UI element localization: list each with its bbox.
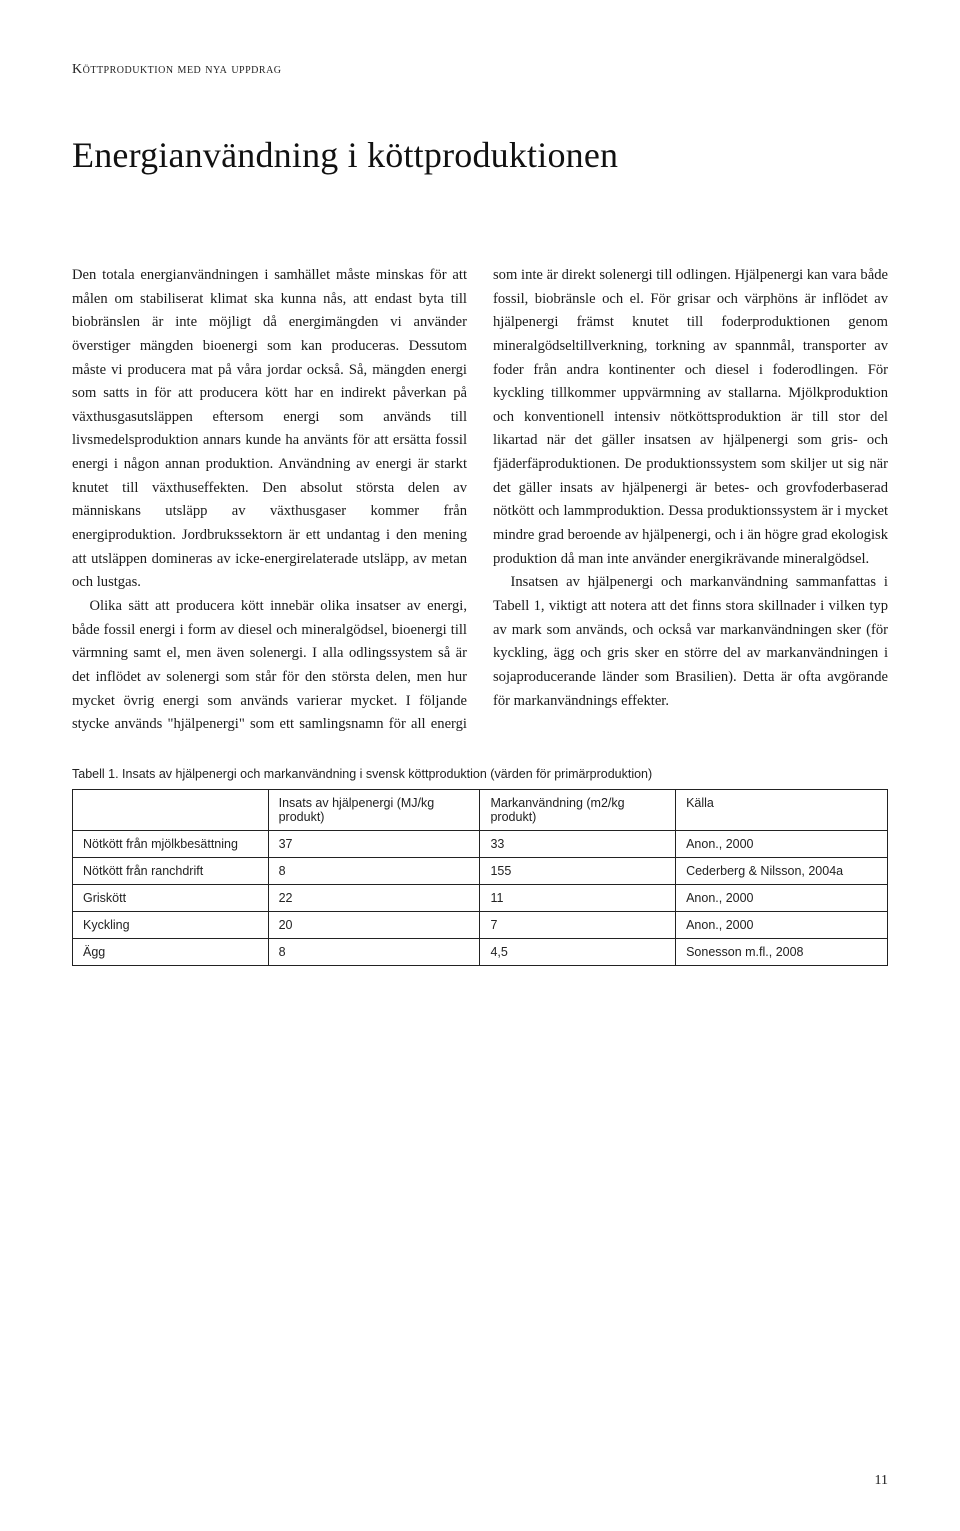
table-cell: Anon., 2000 (676, 911, 888, 938)
table-cell: Cederberg & Nilsson, 2004a (676, 857, 888, 884)
running-header: Köttproduktion med nya uppdrag (72, 62, 888, 78)
table-row: Nötkött från ranchdrift 8 155 Cederberg … (73, 857, 888, 884)
table-cell: 33 (480, 830, 676, 857)
table-cell: 8 (268, 857, 480, 884)
table-caption: Tabell 1. Insats av hjälpenergi och mark… (72, 767, 888, 781)
table-row: Ägg 8 4,5 Sonesson m.fl., 2008 (73, 938, 888, 965)
data-table: Insats av hjälpenergi (MJ/kg produkt) Ma… (72, 789, 888, 966)
body-columns: Den totala energianvändningen i samhälle… (72, 264, 888, 737)
table-cell: Nötkött från ranchdrift (73, 857, 269, 884)
table-row: Nötkött från mjölkbesättning 37 33 Anon.… (73, 830, 888, 857)
table-cell: 7 (480, 911, 676, 938)
table-header-row: Insats av hjälpenergi (MJ/kg produkt) Ma… (73, 789, 888, 830)
table-cell: 11 (480, 884, 676, 911)
table-cell: 4,5 (480, 938, 676, 965)
table-cell: 8 (268, 938, 480, 965)
table-header-cell: Insats av hjälpenergi (MJ/kg produkt) (268, 789, 480, 830)
table-row: Griskött 22 11 Anon., 2000 (73, 884, 888, 911)
table-cell: Griskött (73, 884, 269, 911)
table-cell: 20 (268, 911, 480, 938)
body-paragraph: Insatsen av hjälpenergi och markanvändni… (493, 571, 888, 713)
page-number: 11 (875, 1473, 888, 1489)
table-header-cell: Markanvändning (m2/kg produkt) (480, 789, 676, 830)
table-cell: Anon., 2000 (676, 884, 888, 911)
table-body: Nötkött från mjölkbesättning 37 33 Anon.… (73, 830, 888, 965)
table-cell: Ägg (73, 938, 269, 965)
table-cell: 22 (268, 884, 480, 911)
table-header-cell (73, 789, 269, 830)
table-cell: 37 (268, 830, 480, 857)
table-cell: Nötkött från mjölkbesättning (73, 830, 269, 857)
table-section: Tabell 1. Insats av hjälpenergi och mark… (72, 767, 888, 966)
table-cell: 155 (480, 857, 676, 884)
table-cell: Sonesson m.fl., 2008 (676, 938, 888, 965)
table-cell: Anon., 2000 (676, 830, 888, 857)
page-title: Energianvändning i köttproduktionen (72, 134, 888, 176)
body-paragraph: Den totala energianvändningen i samhälle… (72, 264, 467, 595)
table-header-cell: Källa (676, 789, 888, 830)
table-cell: Kyckling (73, 911, 269, 938)
table-row: Kyckling 20 7 Anon., 2000 (73, 911, 888, 938)
